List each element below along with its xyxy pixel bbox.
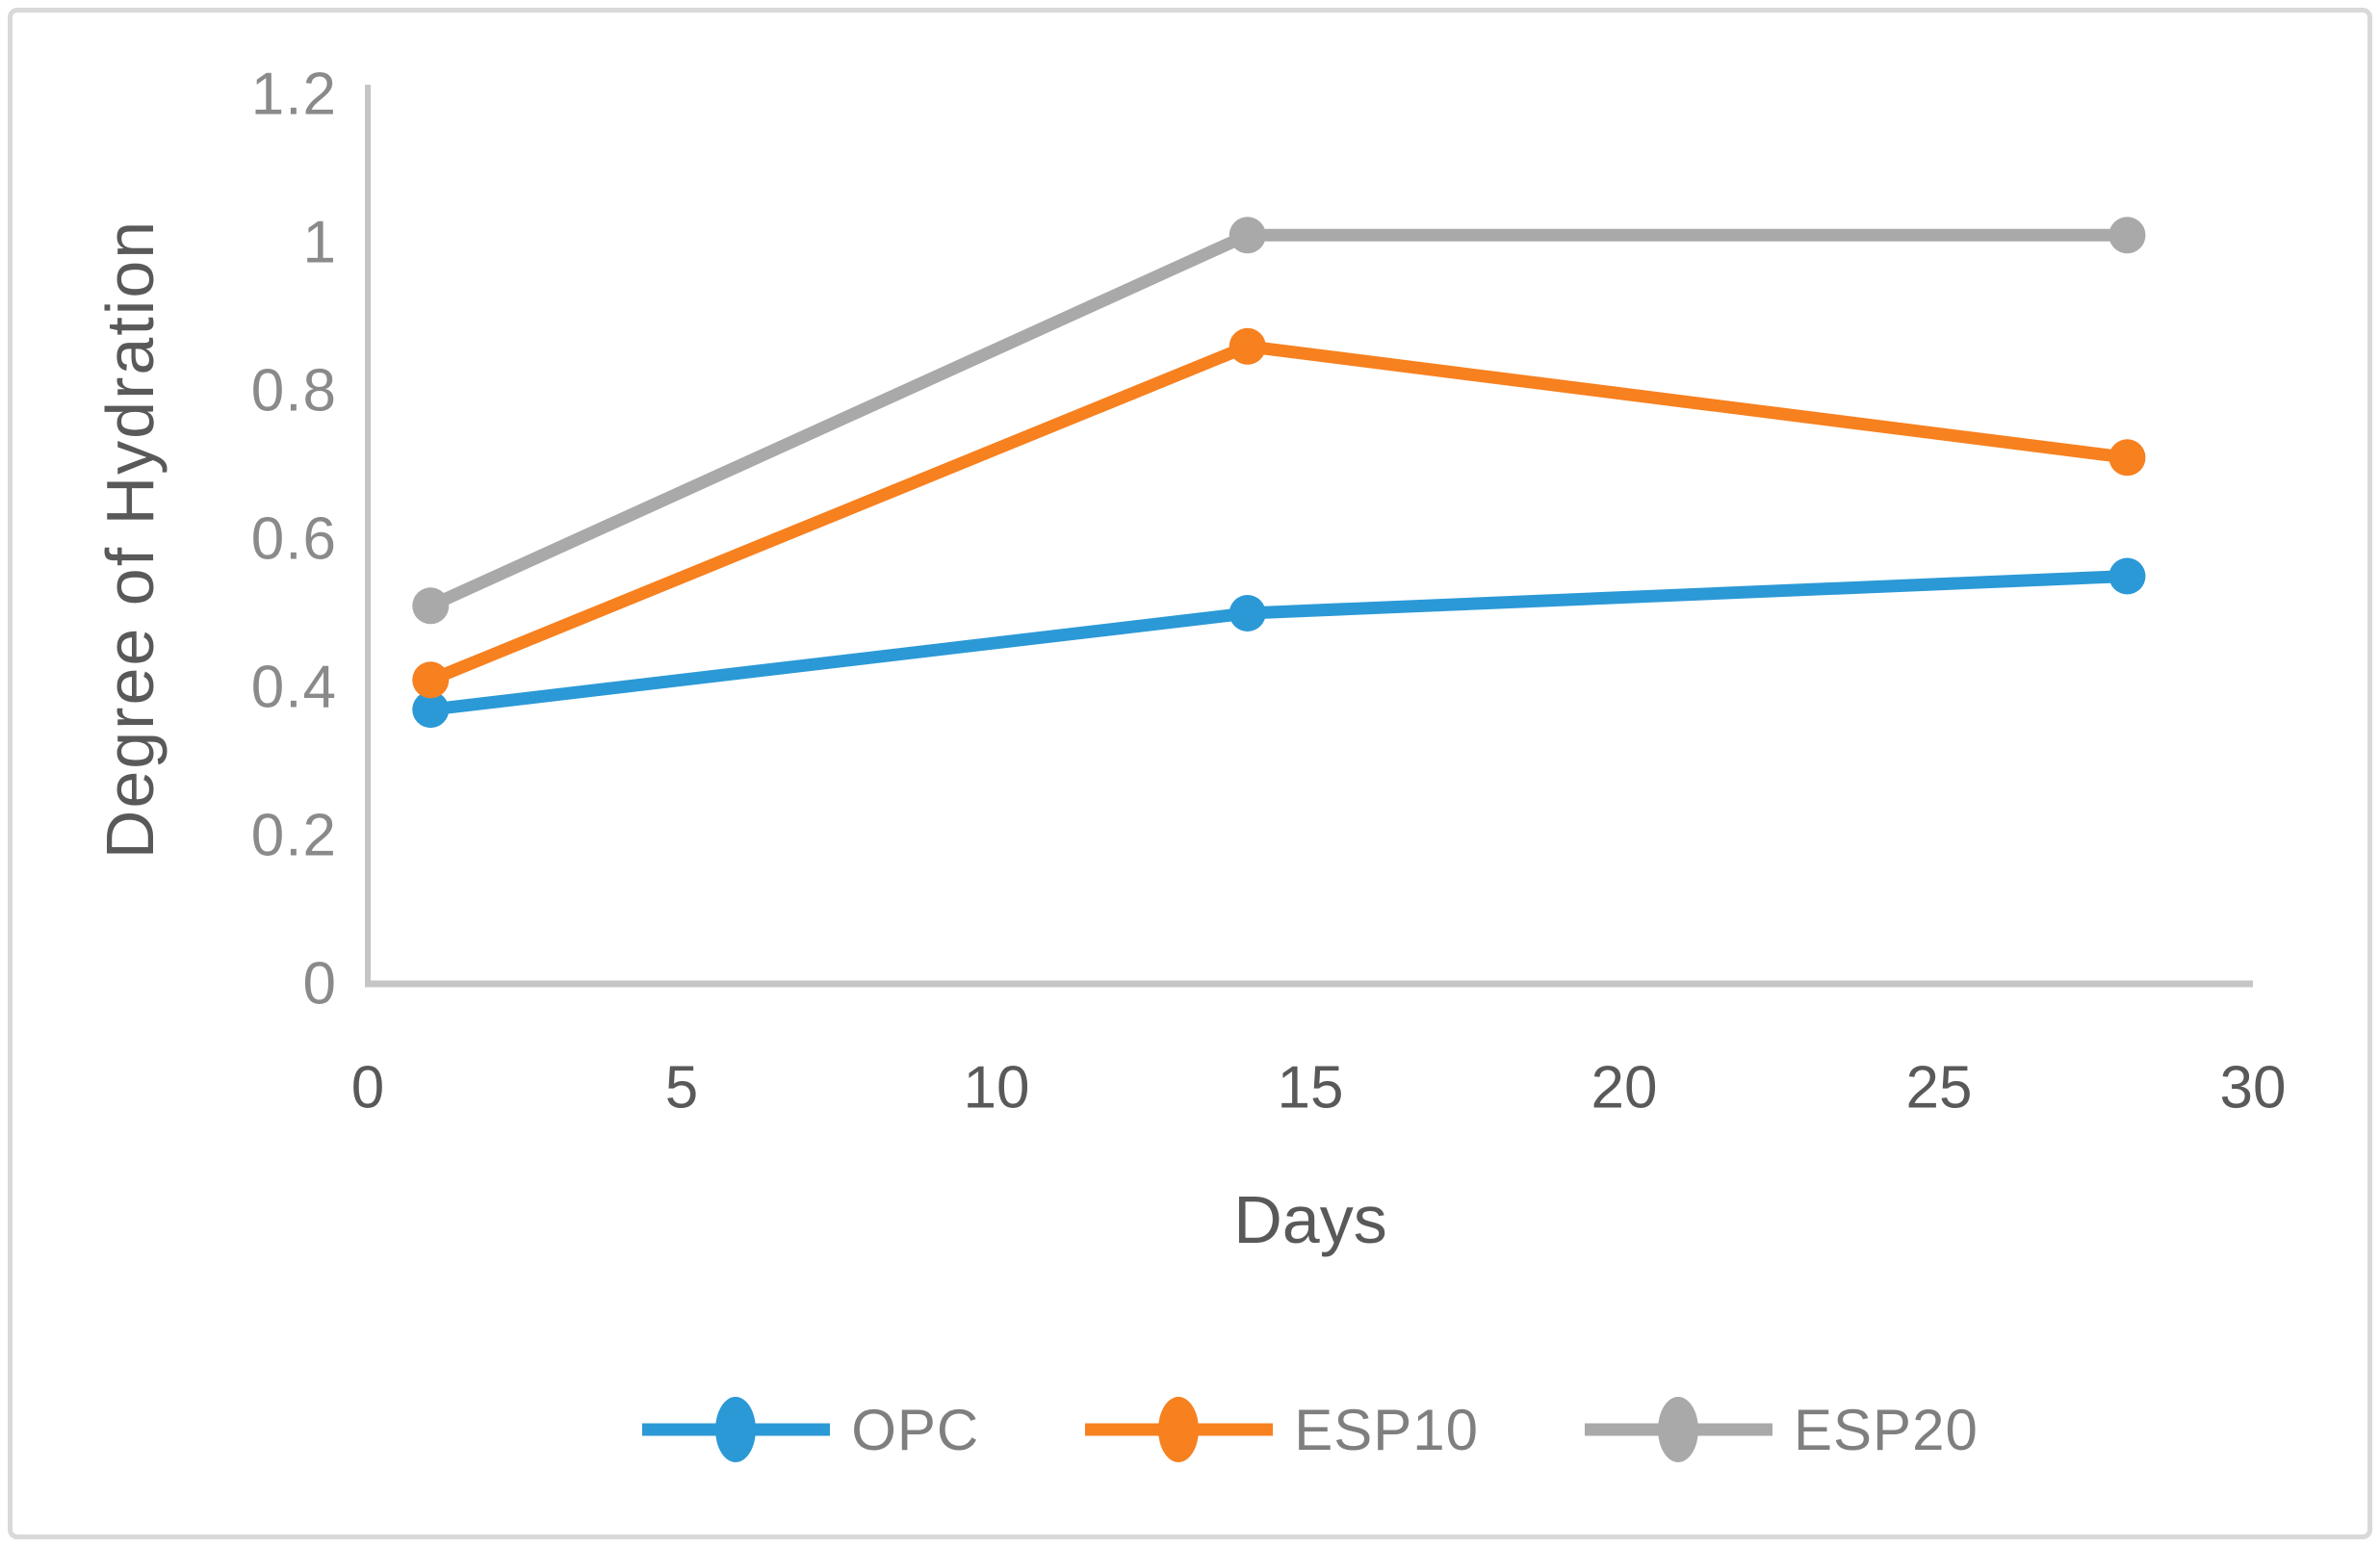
x-axis-tick-label: 20 — [1591, 1054, 1658, 1122]
series-line-opc — [429, 570, 2128, 716]
data-point-esp20 — [1229, 217, 1266, 254]
x-axis-tick-label: 15 — [1277, 1054, 1344, 1122]
data-point-esp10 — [1229, 327, 1266, 365]
y-axis-tick-label: 0.6 — [250, 505, 337, 573]
y-axis-tick-label: 1 — [302, 209, 337, 276]
legend-label: ESP20 — [1794, 1397, 1979, 1462]
legend-line-marker-swatch — [642, 1397, 831, 1462]
legend-label: OPC — [851, 1397, 980, 1462]
legend-line-marker-swatch — [1585, 1397, 1773, 1462]
y-axis-title: Degree of Hydration — [92, 219, 168, 860]
x-axis-title: Days — [1233, 1182, 1387, 1257]
legend-item-esp10: ESP10 — [1085, 1386, 1479, 1473]
y-axis-tick-label: 0.4 — [250, 654, 337, 721]
data-point-esp10 — [412, 661, 450, 699]
x-axis-tick-label: 5 — [664, 1054, 699, 1122]
legend-line-marker-swatch — [1085, 1397, 1274, 1462]
legend-label: ESP10 — [1294, 1397, 1480, 1462]
data-point-opc — [1229, 595, 1266, 632]
data-series-group — [412, 217, 2146, 729]
chart-border-frame — [8, 8, 2372, 1539]
data-point-esp20 — [2108, 217, 2146, 254]
legend: OPC ESP10 ESP20 — [368, 1367, 2253, 1492]
data-point-esp10 — [2108, 439, 2146, 477]
x-axis-tick-label: 10 — [963, 1054, 1030, 1122]
data-point-opc — [2108, 557, 2146, 595]
y-axis-tick-label: 1.2 — [250, 61, 337, 128]
x-axis-tick-label: 0 — [350, 1054, 385, 1122]
legend-item-esp20: ESP20 — [1585, 1386, 1979, 1473]
y-axis-tick-label: 0.8 — [250, 357, 337, 425]
series-line-esp10 — [427, 340, 2129, 686]
data-point-opc — [412, 691, 450, 729]
legend-item-opc: OPC — [642, 1386, 979, 1473]
y-axis-tick-label: 0 — [302, 950, 337, 1018]
y-axis-tick-label: 0.2 — [250, 802, 337, 869]
data-point-esp20 — [412, 587, 450, 625]
x-axis-tick-label: 30 — [2219, 1054, 2287, 1122]
x-axis-tick-label: 25 — [1905, 1054, 1973, 1122]
